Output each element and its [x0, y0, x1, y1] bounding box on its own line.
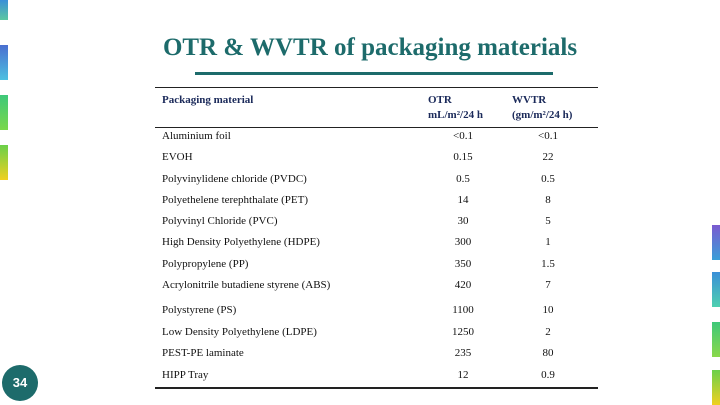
- wvtr-cell: 10: [542, 304, 554, 316]
- title-underline: [195, 72, 553, 75]
- page-number: 34: [2, 365, 38, 401]
- wvtr-cell: 5: [545, 215, 551, 227]
- otr-cell: 1100: [452, 304, 474, 316]
- material-cell: Polyethelene terephthalate (PET): [162, 194, 308, 206]
- decor-bar: [0, 45, 8, 80]
- material-cell: Polystyrene (PS): [162, 304, 237, 316]
- material-cell: Acrylonitrile butadiene styrene (ABS): [162, 279, 331, 291]
- wvtr-cell: 8: [545, 194, 551, 206]
- wvtr-cell: 1: [545, 236, 551, 248]
- decor-bar: [712, 272, 720, 307]
- otr-cell: 30: [457, 215, 469, 227]
- decor-bar: [712, 370, 720, 405]
- material-cell: HIPP Tray: [162, 369, 209, 381]
- decor-bar: [0, 0, 8, 20]
- decor-bar: [0, 145, 8, 180]
- material-cell: High Density Polyethylene (HDPE): [162, 236, 320, 248]
- wvtr-cell: 80: [542, 347, 554, 359]
- slide-title: OTR & WVTR of packaging materials: [162, 34, 578, 61]
- table-rule: [155, 87, 598, 88]
- material-cell: Aluminium foil: [162, 130, 231, 142]
- otr-cell: 1250: [452, 326, 474, 338]
- wvtr-cell: 0.5: [541, 173, 555, 185]
- otr-cell: 14: [457, 194, 469, 206]
- column-header: mL/m²/24 h: [428, 109, 483, 121]
- material-cell: Low Density Polyethylene (LDPE): [162, 326, 317, 338]
- wvtr-cell: 0.9: [541, 369, 555, 381]
- column-header: WVTR: [512, 94, 547, 106]
- otr-cell: 350: [454, 258, 472, 270]
- table-rule: [155, 387, 598, 389]
- material-cell: Polyvinylidene chloride (PVDC): [162, 173, 307, 185]
- wvtr-cell: 1.5: [541, 258, 555, 270]
- decor-bar: [712, 322, 720, 357]
- material-cell: EVOH: [162, 151, 193, 163]
- wvtr-cell: 22: [542, 151, 554, 163]
- otr-cell: 420: [454, 279, 472, 291]
- decor-bar: [0, 95, 8, 130]
- otr-cell: <0.1: [453, 130, 473, 142]
- wvtr-cell: <0.1: [538, 130, 558, 142]
- wvtr-cell: 2: [545, 326, 551, 338]
- otr-cell: 300: [454, 236, 472, 248]
- otr-cell: 0.15: [453, 151, 473, 163]
- otr-cell: 12: [457, 369, 469, 381]
- material-cell: PEST-PE laminate: [162, 347, 244, 359]
- material-cell: Polyvinyl Chloride (PVC): [162, 215, 278, 227]
- material-cell: Polypropylene (PP): [162, 258, 249, 270]
- table-rule: [155, 127, 598, 128]
- wvtr-cell: 7: [545, 279, 551, 291]
- decor-bar: [712, 225, 720, 260]
- column-header: OTR: [428, 94, 452, 106]
- otr-cell: 235: [454, 347, 472, 359]
- otr-cell: 0.5: [456, 173, 470, 185]
- column-header: Packaging material: [162, 94, 254, 106]
- column-header: (gm/m²/24 h): [512, 109, 573, 121]
